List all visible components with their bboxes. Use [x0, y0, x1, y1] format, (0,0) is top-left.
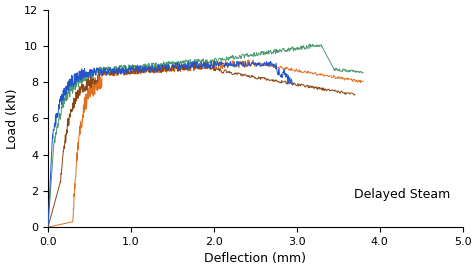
Text: Delayed Steam: Delayed Steam: [353, 188, 449, 201]
Y-axis label: Load (kN): Load (kN): [6, 88, 19, 149]
X-axis label: Deflection (mm): Deflection (mm): [204, 253, 306, 265]
